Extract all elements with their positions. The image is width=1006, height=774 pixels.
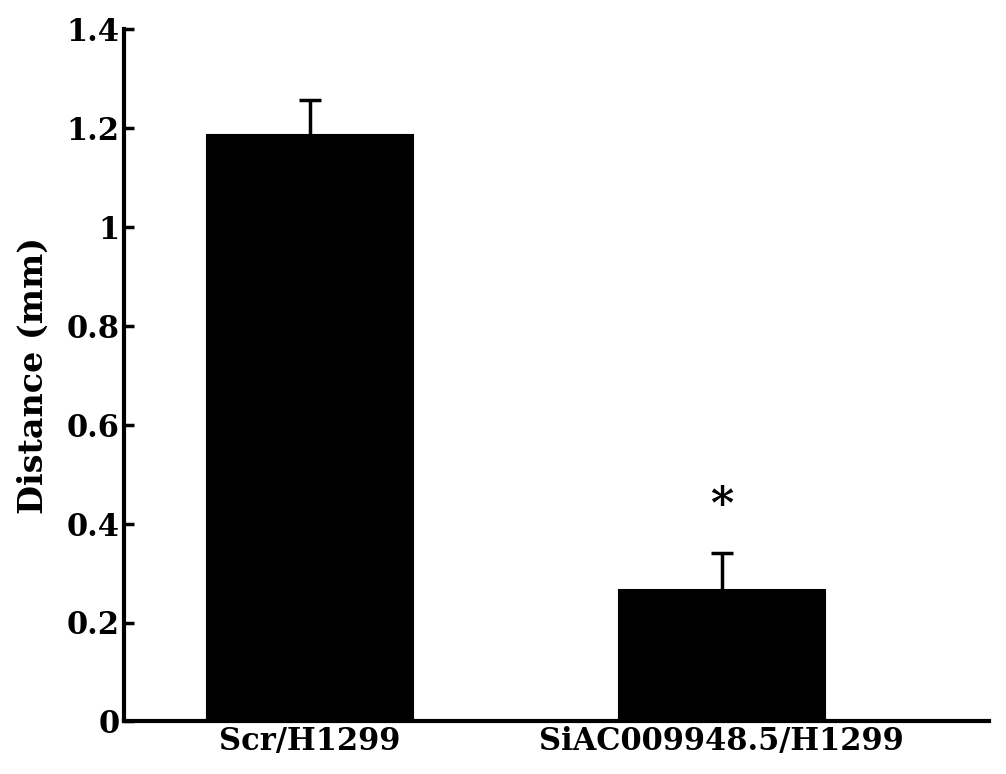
Text: *: * [710,485,733,529]
Bar [206,135,412,721]
Bar [619,591,825,721]
Y-axis label: Distance (mm): Distance (mm) [17,237,49,514]
